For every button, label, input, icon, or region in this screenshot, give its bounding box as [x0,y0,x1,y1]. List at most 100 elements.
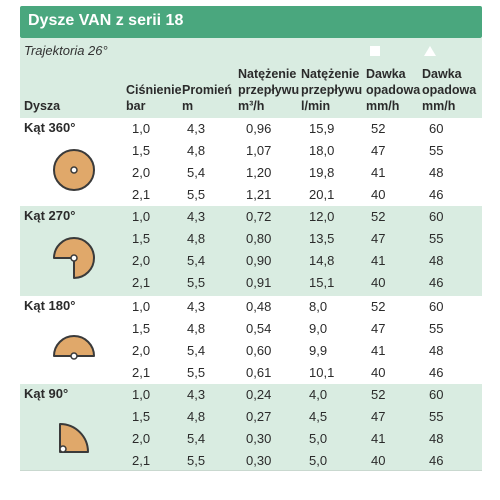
precip-triangle-cell: 48 [429,431,444,446]
radius-cell: 4,8 [187,231,206,246]
precip-square-cell: 40 [371,187,386,202]
flow-m3h-cell: 0,80 [246,231,272,246]
flow-m3h-cell: 1,07 [246,143,272,158]
flow-lmin-cell: 9,0 [309,321,328,336]
pressure-cell: 1,5 [132,231,151,246]
radius-cell: 5,4 [187,431,206,446]
pressure-cell: 1,5 [132,409,151,424]
precip-square-cell: 40 [371,453,386,468]
table-title: Dysze VAN z serii 18 [20,6,482,38]
table-header: Trajektoria 26° Dysza Ciśnienie bar Promi… [20,38,482,118]
pressure-cell: 1,0 [132,387,151,402]
precip-square-cell: 52 [371,299,386,314]
flow-lmin-cell: 12,0 [309,209,335,224]
precip-square-cell: 41 [371,165,386,180]
pressure-cell: 1,0 [132,121,151,136]
pressure-cell: 2,1 [132,187,151,202]
precip-square-cell: 47 [371,409,386,424]
group-label: Kąt 90° [24,386,69,401]
flow-m3h-cell: 0,61 [246,365,272,380]
pressure-cell: 2,0 [132,343,151,358]
header-promien: Promień m [182,83,233,113]
radius-cell: 4,3 [187,299,206,314]
trajectory-label: Trajektoria 26° [24,43,108,58]
precip-triangle-cell: 46 [429,453,444,468]
precip-square-cell: 47 [371,143,386,158]
flow-lmin-cell: 14,8 [309,253,335,268]
precip-triangle-cell: 60 [429,299,444,314]
full-circle-icon [53,149,95,191]
table-bottom-rule [20,470,482,471]
pressure-cell: 1,0 [132,299,151,314]
header-dysza: Dysza [24,99,61,113]
precip-square-cell: 52 [371,387,386,402]
flow-m3h-cell: 1,20 [246,165,272,180]
precip-square-cell: 47 [371,321,386,336]
flow-m3h-cell: 0,72 [246,209,272,224]
precip-triangle-cell: 55 [429,321,444,336]
flow-m3h-cell: 0,54 [246,321,272,336]
precip-triangle-cell: 46 [429,187,444,202]
header-dawka-triangle: Dawka opadowa mm/h [422,67,477,113]
flow-lmin-cell: 4,5 [309,409,328,424]
group-90: Kąt 90° 1,0 4,3 0,24 4,0 52 60 1,5 4,8 0,27 4,5 47… [20,384,482,470]
flow-m3h-cell: 0,91 [246,275,272,290]
pressure-cell: 2,0 [132,165,151,180]
precip-square-cell: 47 [371,231,386,246]
precip-triangle-cell: 48 [429,253,444,268]
pressure-cell: 1,0 [132,209,151,224]
flow-m3h-cell: 0,96 [246,121,272,136]
triangle-spacing-icon [424,46,436,56]
flow-lmin-cell: 15,9 [309,121,335,136]
group-label: Kąt 180° [24,298,76,313]
radius-cell: 4,8 [187,143,206,158]
three-quarter-circle-icon [53,237,95,279]
pressure-cell: 2,0 [132,253,151,268]
radius-cell: 4,3 [187,121,206,136]
radius-cell: 5,4 [187,343,206,358]
precip-triangle-cell: 46 [429,275,444,290]
flow-lmin-cell: 8,0 [309,299,328,314]
flow-m3h-cell: 0,48 [246,299,272,314]
group-label: Kąt 360° [24,120,76,135]
flow-m3h-cell: 0,30 [246,431,272,446]
flow-lmin-cell: 9,9 [309,343,328,358]
precip-triangle-cell: 55 [429,409,444,424]
flow-m3h-cell: 0,90 [246,253,272,268]
half-circle-icon [53,335,95,360]
flow-m3h-cell: 1,21 [246,187,272,202]
pressure-cell: 1,5 [132,321,151,336]
flow-lmin-cell: 10,1 [309,365,335,380]
pressure-cell: 2,0 [132,431,151,446]
precip-triangle-cell: 55 [429,231,444,246]
precip-square-cell: 41 [371,431,386,446]
header-natezenie-lmin: Natężenie przepływu l/min [301,67,363,113]
precip-triangle-cell: 55 [429,143,444,158]
radius-cell: 5,5 [187,453,206,468]
group-270: Kąt 270° 1,0 4,3 0,72 12,0 52 60 1,5 4,8 0,80 13,… [20,206,482,296]
pressure-cell: 2,1 [132,365,151,380]
square-spacing-icon [370,46,380,56]
header-natezenie-m3: Natężenie przepływu m³/h [238,67,300,113]
radius-cell: 4,8 [187,409,206,424]
precip-square-cell: 40 [371,365,386,380]
radius-cell: 4,3 [187,387,206,402]
precip-square-cell: 40 [371,275,386,290]
flow-lmin-cell: 19,8 [309,165,335,180]
header-dawka-square: Dawka opadowa mm/h [366,67,421,113]
precip-triangle-cell: 60 [429,121,444,136]
flow-lmin-cell: 4,0 [309,387,328,402]
flow-m3h-cell: 0,24 [246,387,272,402]
precip-square-cell: 52 [371,121,386,136]
precip-square-cell: 41 [371,343,386,358]
precip-triangle-cell: 60 [429,209,444,224]
radius-cell: 4,8 [187,321,206,336]
group-180: Kąt 180° 1,0 4,3 0,48 8,0 52 60 1,5 4,8 0,54 9,0 4… [20,296,482,384]
flow-m3h-cell: 0,27 [246,409,272,424]
pressure-cell: 2,1 [132,453,151,468]
group-label: Kąt 270° [24,208,76,223]
radius-cell: 5,4 [187,165,206,180]
flow-lmin-cell: 20,1 [309,187,335,202]
pressure-cell: 1,5 [132,143,151,158]
